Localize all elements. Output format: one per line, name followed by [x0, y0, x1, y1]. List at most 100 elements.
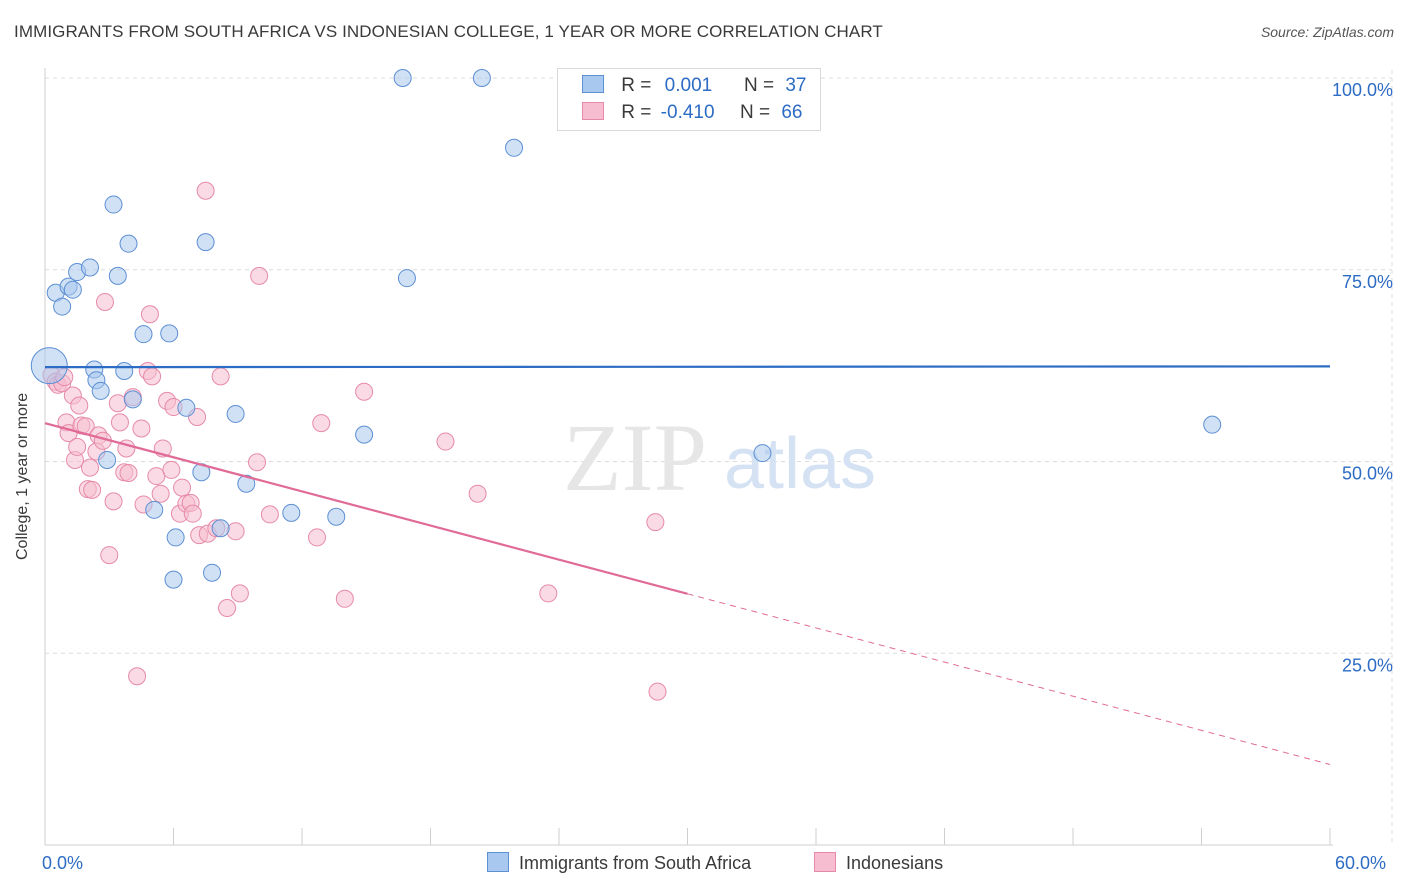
y-axis-label: College, 1 year or more [14, 392, 31, 560]
data-point [196, 181, 215, 200]
grid-lines [45, 70, 1393, 845]
bottom-legend-indonesians: Indonesians [814, 852, 943, 874]
data-point [355, 382, 374, 401]
watermark-atlas: atlas [724, 424, 876, 504]
data-point [119, 464, 138, 483]
data-point [355, 425, 374, 444]
y-tick-label: 100.0% [1332, 80, 1393, 100]
data-point [646, 513, 665, 532]
data-point [151, 484, 170, 503]
data-point [91, 381, 110, 400]
data-point [211, 519, 230, 538]
data-point [472, 69, 491, 87]
trend-line-south-africa [44, 365, 1331, 369]
data-point [143, 367, 162, 386]
data-point [108, 394, 127, 413]
data-point [104, 492, 123, 511]
data-point [119, 234, 138, 253]
y-tick-label: 75.0% [1342, 272, 1393, 292]
chart-title: IMMIGRANTS FROM SOUTH AFRICA VS INDONESI… [14, 22, 883, 41]
data-point [183, 504, 202, 523]
trend-line-indonesians [44, 422, 688, 595]
data-point [128, 667, 147, 686]
data-point [237, 474, 256, 493]
legend-row-south-africa: R = 0.001 N = 37 [582, 75, 806, 99]
data-point [327, 507, 346, 526]
stats-legend: R = 0.001 N = 37 R = -0.410 N = 66 [557, 68, 821, 131]
data-point [80, 458, 99, 477]
data-point [648, 682, 667, 701]
data-point [753, 444, 772, 463]
trend-line-indonesians-extrapolated [687, 593, 1331, 765]
legend-n-label: N = [743, 75, 775, 96]
legend-r-value: 0.001 [664, 75, 713, 96]
bottom-legend-swatch-blue [487, 852, 509, 872]
data-point [83, 480, 102, 499]
data-point [63, 280, 82, 299]
data-point [393, 69, 412, 87]
data-point [436, 432, 455, 451]
legend-row-indonesians: R = -0.410 N = 66 [582, 102, 802, 126]
data-point [104, 195, 123, 214]
data-point [160, 324, 179, 343]
trend-lines [44, 365, 1331, 765]
data-point [218, 598, 237, 617]
legend-n-value: 37 [785, 75, 807, 96]
legend-swatch-pink [582, 102, 604, 120]
south-africa-points [30, 69, 1222, 589]
data-point [307, 528, 326, 547]
data-point [230, 584, 249, 603]
data-point [335, 589, 354, 608]
data-point [173, 478, 192, 497]
data-point [147, 467, 166, 486]
data-point [211, 367, 230, 386]
data-point [80, 258, 99, 277]
data-point [115, 361, 134, 380]
data-point [162, 460, 181, 479]
data-point [226, 404, 245, 423]
bottom-legend-swatch-pink [814, 852, 836, 872]
data-point [226, 522, 245, 541]
legend-n-label: N = [739, 102, 771, 123]
legend-r-label: R = [621, 102, 652, 123]
data-point [110, 413, 129, 432]
data-point [312, 414, 331, 433]
data-point [282, 503, 301, 522]
data-point [505, 138, 524, 157]
data-point [203, 563, 222, 582]
data-point [248, 453, 267, 472]
data-point [98, 450, 117, 469]
data-point [132, 419, 151, 438]
axes [44, 68, 1333, 846]
data-point [108, 266, 127, 285]
data-point [539, 584, 558, 603]
data-point [196, 233, 215, 252]
data-point [100, 546, 119, 565]
legend-swatch-blue [582, 75, 604, 93]
data-point [53, 297, 72, 316]
data-point [30, 347, 68, 385]
data-point [140, 305, 159, 324]
y-tick-labels: 25.0% 50.0% 75.0% 100.0% [1332, 80, 1393, 675]
watermark: ZIP atlas [563, 404, 876, 511]
data-point [134, 325, 153, 344]
data-point [177, 398, 196, 417]
legend-r-value: -0.410 [660, 102, 715, 123]
bottom-legend-label-indonesians: Indonesians [846, 853, 944, 873]
data-point [250, 266, 269, 285]
data-point [468, 484, 487, 503]
source-label: Source: ZipAtlas.com [1260, 24, 1394, 40]
data-point [70, 396, 89, 415]
bottom-legend-south-africa: Immigrants from South Africa [487, 852, 751, 874]
watermark-zip: ZIP [563, 404, 707, 511]
data-point [164, 570, 183, 589]
data-point [123, 390, 142, 409]
data-point [166, 528, 185, 547]
data-point [1203, 415, 1222, 434]
bottom-legend-label-south-africa: Immigrants from South Africa [519, 853, 752, 873]
y-tick-label: 50.0% [1342, 464, 1393, 484]
legend-r-label: R = [621, 75, 652, 96]
data-point [397, 269, 416, 288]
data-point [145, 500, 164, 519]
